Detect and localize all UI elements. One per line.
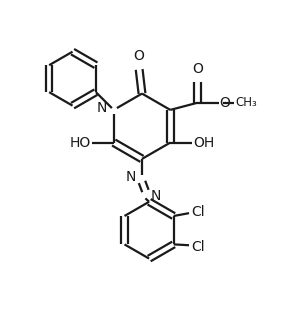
Text: N: N: [151, 189, 162, 203]
Text: Cl: Cl: [191, 240, 205, 254]
Text: CH₃: CH₃: [235, 96, 257, 109]
Text: O: O: [192, 62, 203, 76]
Text: N: N: [126, 170, 136, 184]
Text: O: O: [134, 49, 145, 63]
Text: OH: OH: [193, 135, 214, 150]
Text: Cl: Cl: [191, 205, 205, 219]
Text: O: O: [220, 96, 231, 110]
Text: HO: HO: [70, 135, 91, 150]
Text: N: N: [97, 102, 107, 116]
